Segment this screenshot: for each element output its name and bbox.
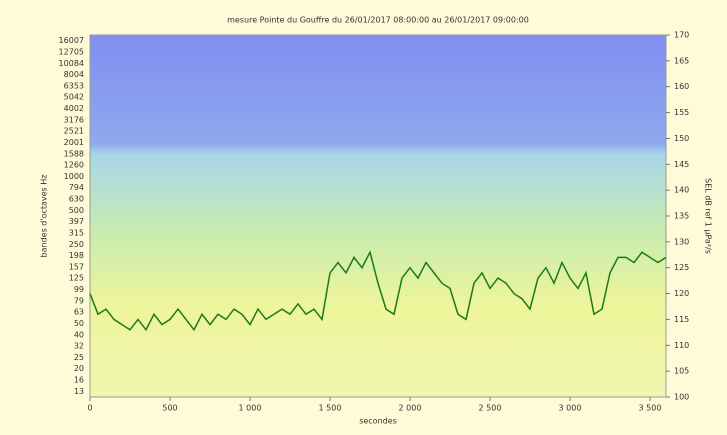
y-tick-label: 794	[69, 183, 84, 192]
y2-tick-label: 165	[674, 56, 689, 65]
y-tick-label: 1260	[64, 161, 84, 170]
y-tick-label: 125	[69, 274, 84, 283]
y2-tick-label: 105	[674, 367, 689, 376]
y-tick-label: 250	[69, 240, 84, 249]
x-tick-label: 1 000	[239, 404, 262, 413]
x-tick-label: 0	[87, 404, 92, 413]
y-tick-label: 40	[74, 330, 84, 339]
y-tick-label: 16007	[59, 36, 84, 45]
y-tick-label: 16	[74, 376, 84, 385]
y2-tick-label: 170	[674, 31, 689, 40]
y-tick-label: 4002	[64, 104, 84, 113]
y-tick-label: 1588	[64, 149, 84, 158]
y-tick-label: 99	[74, 285, 84, 294]
y-tick-label: 25	[74, 353, 84, 362]
y2-tick-label: 110	[674, 341, 689, 350]
x-tick-label: 3 000	[559, 404, 582, 413]
y-tick-label: 157	[69, 262, 84, 271]
y-tick-label: 2521	[64, 127, 84, 136]
y-tick-label: 32	[74, 342, 84, 351]
y2-tick-label: 120	[674, 289, 689, 298]
y2-tick-label: 145	[674, 160, 689, 169]
y-tick-label: 198	[69, 251, 84, 260]
y2-tick-label: 140	[674, 186, 689, 195]
y-tick-label: 6353	[64, 81, 84, 90]
y-tick-label: 10084	[59, 59, 84, 68]
x-tick-label: 3 500	[639, 404, 662, 413]
y-axis-label: bandes d'octaves Hz	[40, 175, 49, 258]
y-tick-label: 50	[74, 319, 84, 328]
y-tick-label: 20	[74, 364, 84, 373]
y2-tick-label: 125	[674, 263, 689, 272]
x-axis-label: secondes	[359, 417, 397, 426]
y-tick-label: 2001	[64, 138, 84, 147]
y-tick-label: 79	[74, 296, 84, 305]
y-tick-label: 12705	[59, 47, 84, 56]
spectrogram	[90, 35, 666, 397]
y-tick-label: 500	[69, 206, 84, 215]
y-tick-label: 63	[74, 308, 84, 317]
y-tick-label: 5042	[64, 93, 84, 102]
chart-title: mesure Pointe du Gouffre du 26/01/2017 0…	[227, 16, 529, 25]
x-tick-label: 1 500	[319, 404, 342, 413]
y2-tick-label: 160	[674, 82, 689, 91]
y2-tick-label: 130	[674, 237, 689, 246]
y2-tick-label: 100	[674, 393, 689, 402]
y-tick-label: 630	[69, 195, 84, 204]
x-tick-label: 500	[162, 404, 177, 413]
y2-tick-label: 135	[674, 212, 689, 221]
y-tick-label: 1000	[64, 172, 84, 181]
y-tick-label: 13	[74, 387, 84, 396]
y-tick-label: 8004	[64, 70, 84, 79]
y-tick-label: 3176	[64, 115, 84, 124]
y-tick-label: 315	[69, 228, 84, 237]
chart: mesure Pointe du Gouffre du 26/01/2017 0…	[0, 0, 727, 435]
y2-tick-label: 155	[674, 108, 689, 117]
y2-axis-label: SEL dB ref 1 µPa²/s	[704, 178, 713, 254]
x-tick-label: 2 000	[399, 404, 422, 413]
y2-tick-label: 150	[674, 134, 689, 143]
y2-tick-label: 115	[674, 315, 689, 324]
x-tick-label: 2 500	[479, 404, 502, 413]
y-tick-label: 397	[69, 217, 84, 226]
